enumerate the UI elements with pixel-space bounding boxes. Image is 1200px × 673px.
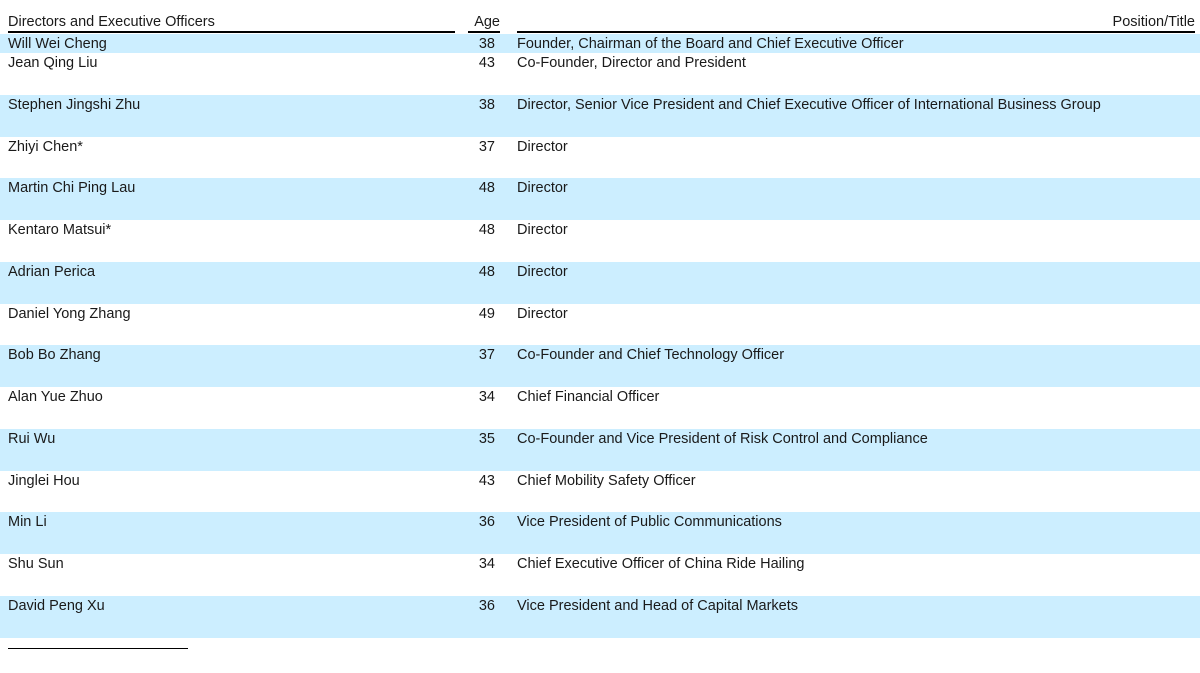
- row-name: Martin Chi Ping Lau: [8, 180, 136, 197]
- row-age: 38: [478, 36, 495, 52]
- row-name: Alan Yue Zhuo: [8, 389, 103, 405]
- table-row: Zhiyi Chen* 37 Director: [0, 137, 1200, 179]
- row-age: 35: [478, 430, 495, 447]
- row-position: Vice President and Head of Capital Marke…: [517, 597, 799, 614]
- row-age: 34: [478, 389, 495, 405]
- header-name: Directors and Executive Officers: [8, 14, 455, 33]
- row-age: 38: [478, 96, 495, 113]
- row-name: Kentaro Matsui*: [8, 222, 112, 238]
- table-row: Alan Yue Zhuo 34 Chief Financial Officer: [0, 387, 1200, 429]
- table-row: Bob Bo Zhang 37 Co-Founder and Chief Techn…: [0, 345, 1200, 387]
- footnote-rule: [8, 648, 188, 649]
- table-row: Will Wei Cheng 38 Founder, Chairman of the…: [0, 34, 1200, 53]
- header-position: Position/Title: [517, 14, 1195, 33]
- row-name: Stephen Jingshi Zhu: [8, 96, 141, 113]
- row-position: Co-Founder and Vice President of Risk Co…: [517, 430, 928, 447]
- row-position: Director: [517, 263, 568, 280]
- row-name: David Peng Xu: [8, 597, 105, 614]
- table-row: David Peng Xu 36 Vice President and Head o…: [0, 595, 1200, 638]
- row-age: 36: [478, 597, 495, 614]
- row-name: Jean Qing Liu: [8, 55, 98, 71]
- row-age: 43: [478, 472, 495, 489]
- row-age: 48: [478, 263, 495, 280]
- row-age: 48: [478, 222, 495, 238]
- table-row: Kentaro Matsui* 48 Director: [0, 220, 1200, 262]
- row-age: 34: [478, 556, 495, 572]
- row-name: Shu Sun: [8, 556, 64, 572]
- row-position: Chief Executive Officer of China Ride Ha…: [517, 556, 805, 572]
- header-age: Age: [468, 14, 500, 33]
- row-position: Chief Financial Officer: [517, 389, 660, 405]
- row-age: 37: [478, 138, 495, 155]
- row-position: Founder, Chairman of the Board and Chief…: [517, 36, 904, 52]
- table-row: Jinglei Hou 43 Chief Mobility Safety Offic…: [0, 471, 1200, 513]
- row-name: Zhiyi Chen*: [8, 138, 83, 155]
- table-row: Jean Qing Liu 43 Co-Founder, Director and …: [0, 53, 1200, 95]
- table-row: Rui Wu 35 Co-Founder and Vice President of…: [0, 428, 1200, 471]
- row-position: Director: [517, 138, 568, 155]
- row-position: Director: [517, 222, 568, 238]
- table-row: Adrian Perica 48 Director: [0, 261, 1200, 304]
- row-name: Bob Bo Zhang: [8, 347, 101, 364]
- table-row: Shu Sun 34 Chief Executive Officer of Chin…: [0, 554, 1200, 596]
- row-position: Co-Founder and Chief Technology Officer: [517, 347, 785, 364]
- row-position: Director: [517, 305, 568, 322]
- row-position: Chief Mobility Safety Officer: [517, 472, 696, 489]
- table-body: Will Wei Cheng 38 Founder, Chairman of the…: [0, 34, 1200, 638]
- directors-officers-table: Directors and Executive Officers Age Pos…: [0, 0, 1200, 638]
- row-name: Min Li: [8, 514, 47, 531]
- row-name: Rui Wu: [8, 430, 56, 447]
- row-position: Vice President of Public Communications: [517, 514, 782, 531]
- table-row: Min Li 36 Vice President of Public Communi…: [0, 512, 1200, 554]
- table-row: Stephen Jingshi Zhu 38 Director, Senior Vi…: [0, 94, 1200, 137]
- row-position: Director, Senior Vice President and Chie…: [517, 96, 1101, 113]
- table-row: Daniel Yong Zhang 49 Director: [0, 304, 1200, 346]
- table-row: Martin Chi Ping Lau 48 Director: [0, 178, 1200, 220]
- row-position: Director: [517, 180, 568, 197]
- row-age: 43: [478, 55, 495, 71]
- row-name: Will Wei Cheng: [8, 36, 107, 52]
- table-header: Directors and Executive Officers Age Pos…: [0, 0, 1200, 34]
- row-name: Daniel Yong Zhang: [8, 305, 131, 322]
- row-age: 48: [478, 180, 495, 197]
- row-age: 36: [478, 514, 495, 531]
- row-name: Jinglei Hou: [8, 472, 80, 489]
- row-name: Adrian Perica: [8, 263, 96, 280]
- row-age: 49: [478, 305, 495, 322]
- row-position: Co-Founder, Director and President: [517, 55, 746, 71]
- row-age: 37: [478, 347, 495, 364]
